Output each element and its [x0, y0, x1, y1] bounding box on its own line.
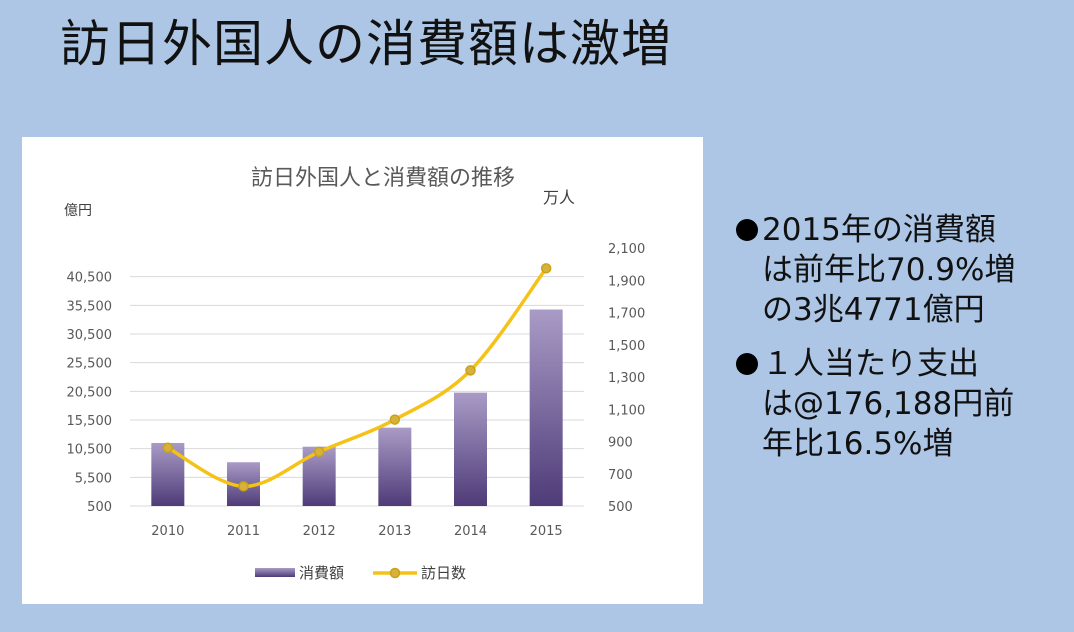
bullet-list: 2015年の消費額 は前年比70.9%増 の3兆4771億円 １人当たり支出 は…	[736, 210, 1066, 478]
chart-title: 訪日外国人と消費額の推移	[251, 166, 515, 191]
slide-title: 訪日外国人の消費額は激増	[60, 15, 672, 73]
y-left-tick-label: 25,500	[67, 357, 113, 372]
y-left-tick-label: 20,500	[67, 385, 113, 400]
legend-label-consumption: 消費額	[299, 564, 344, 582]
y-left-tick-label: 500	[87, 500, 112, 515]
x-tick-label: 2011	[227, 524, 260, 539]
line-point-2012	[313, 446, 325, 458]
x-tick-label: 2010	[151, 524, 184, 539]
legend-swatch-bar	[255, 568, 295, 577]
y-left-tick-label: 15,500	[67, 414, 113, 429]
y-left-tick-label: 10,500	[67, 443, 113, 458]
bar-2013	[378, 427, 412, 506]
y-left-tick-label: 40,500	[67, 271, 113, 286]
bar-2014	[454, 392, 487, 506]
chart-card: 訪日外国人と消費額の推移億円 万人 500 5,500 10,500 15,500 20,5…	[22, 137, 703, 604]
bullet-dot-icon	[736, 353, 758, 375]
bullet-text: １人当たり支出 は@176,188円前 年比16.5%増	[762, 346, 1015, 462]
y-left-axis-unit: 億円	[64, 203, 92, 219]
bullet-item-per-person: １人当たり支出 は@176,188円前 年比16.5%増	[736, 344, 1066, 464]
line-point-2013	[389, 414, 401, 425]
line-point-2010	[162, 442, 174, 454]
line-point-2014	[465, 365, 476, 376]
x-tick-label: 2014	[454, 524, 487, 539]
line-point-2015	[540, 263, 552, 274]
bullet-item-consumption: 2015年の消費額 は前年比70.9%増 の3兆4771億円	[736, 210, 1066, 330]
y-left-tick-label: 35,500	[67, 299, 113, 314]
bar-2015	[529, 309, 563, 506]
y-right-axis-unit: 万人	[543, 188, 575, 207]
y-right-tick-label: 700	[608, 468, 633, 483]
x-tick-label: 2015	[530, 524, 563, 539]
y-right-tick-label: 1,100	[608, 403, 645, 418]
line-point-2011	[238, 481, 249, 492]
legend-label-visitors: 訪日数	[421, 564, 466, 582]
y-left-tick-label: 5,500	[75, 471, 112, 486]
y-right-tick-label: 1,300	[608, 371, 645, 386]
x-tick-label: 2012	[303, 524, 336, 539]
y-right-tick-label: 1,900	[608, 274, 645, 289]
legend-marker	[389, 567, 401, 579]
y-right-tick-label: 1,700	[608, 307, 645, 322]
x-tick-label: 2013	[378, 524, 411, 539]
bullet-dot-icon	[736, 219, 758, 241]
y-right-tick-label: 500	[608, 500, 633, 515]
y-left-tick-label: 30,500	[67, 328, 113, 343]
y-right-tick-label: 2,100	[608, 242, 645, 257]
line-series-visitors	[166, 267, 548, 489]
y-right-tick-label: 900	[608, 436, 633, 451]
bullet-text: 2015年の消費額 は前年比70.9%増 の3兆4771億円	[762, 212, 1016, 328]
y-right-tick-label: 1,500	[608, 339, 645, 354]
